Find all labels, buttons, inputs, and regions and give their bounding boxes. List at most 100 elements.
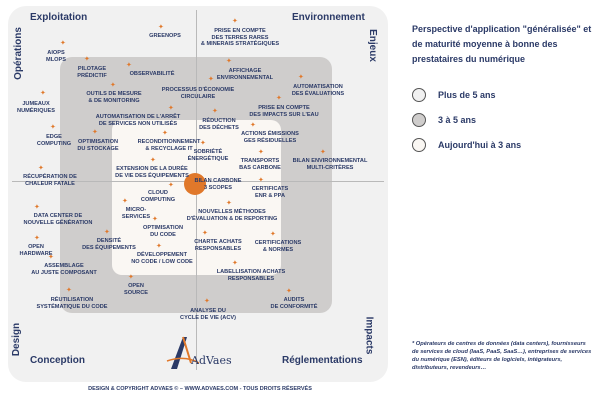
- legend-swatch: [412, 113, 426, 127]
- pin-icon: ✦: [232, 260, 238, 267]
- pin-icon: ✦: [60, 40, 66, 47]
- pin-icon: ✦: [232, 18, 238, 25]
- diagram-item: AUTOMATISATION DE L'ARRÊT DE SERVICES NO…: [95, 114, 181, 127]
- diagram-item: OBSERVABILITÉ: [129, 71, 175, 77]
- diagram-item: AUTOMATISATION DES ÉVALUATIONS: [291, 84, 345, 97]
- diagram-item: ACTIONS ÉMISSIONS GES RÉSIDUELLES: [241, 131, 299, 144]
- legend-entry: Aujourd'hui à 3 ans: [412, 137, 521, 153]
- diagram-item: LABELLISATION ACHATS RESPONSABLES: [216, 269, 286, 282]
- pin-icon: ✦: [212, 108, 218, 115]
- pin-icon: ✦: [84, 56, 90, 63]
- pin-icon: ✦: [66, 287, 72, 294]
- diagram-item: OPTIMISATION DU STOCKAGE: [77, 139, 119, 152]
- pin-icon: ✦: [40, 90, 46, 97]
- diagram-item: PROCESSUS D'ÉCONOMIE CIRCULAIRE: [161, 87, 235, 100]
- pin-icon: ✦: [126, 62, 132, 69]
- pin-icon: ✦: [48, 254, 54, 261]
- pin-icon: ✦: [270, 231, 276, 238]
- diagram-item: MICRO- SERVICES: [121, 207, 151, 220]
- diagram-item: DATA CENTER DE NOUVELLE GÉNÉRATION: [23, 213, 93, 226]
- pin-icon: ✦: [34, 204, 40, 211]
- legend-entry: Plus de 5 ans: [412, 87, 496, 103]
- advaes-logo: [166, 336, 200, 369]
- pin-icon: ✦: [226, 200, 232, 207]
- pin-icon: ✦: [110, 82, 116, 89]
- side-label-design: Design: [11, 322, 23, 357]
- pin-icon: ✦: [208, 76, 214, 83]
- pin-icon: ✦: [258, 149, 264, 156]
- quadrant-exploitation: Exploitation: [30, 12, 88, 23]
- pin-icon: ✦: [162, 130, 168, 137]
- diagram-item: PRISE EN COMPTE DES IMPACTS SUR L'EAU: [249, 105, 319, 118]
- pin-icon: ✦: [226, 58, 232, 65]
- side-label-operations: Opérations: [12, 27, 24, 80]
- diagram-item: OPEN HARDWARE: [19, 244, 53, 257]
- diagram-item: BILAN CARBONE 3 SCOPES: [194, 178, 242, 191]
- quadrant-environnement: Environnement: [292, 12, 365, 23]
- logo-text: AdVaes: [191, 354, 232, 367]
- legend-label: Aujourd'hui à 3 ans: [438, 140, 522, 150]
- pin-icon: ✦: [34, 235, 40, 242]
- diagram-item: TRANSPORTS BAS CARBONE: [239, 158, 281, 171]
- diagram-item: PILOTAGE PRÉDICTIF: [77, 66, 107, 79]
- diagram-item: CHARTE ACHATS RESPONSABLES: [194, 239, 242, 252]
- pin-icon: ✦: [38, 165, 44, 172]
- diagram-item: RÉDUCTION DES DÉCHETS: [199, 118, 239, 131]
- diagram-item: JUMEAUX NUMÉRIQUES: [17, 101, 55, 114]
- diagram-item: ANALYSE DU CYCLE DE VIE (ACV): [180, 308, 236, 321]
- diagram-item: RECONDITIONNEMENT & RECYCLAGE IT: [137, 139, 201, 152]
- pin-icon: ✦: [150, 157, 156, 164]
- legend-title: Perspective d'application "généralisée" …: [412, 24, 592, 64]
- diagram-item: OPTIMISATION DU CODE: [143, 225, 183, 238]
- pin-icon: ✦: [258, 177, 264, 184]
- pin-icon: ✦: [152, 216, 158, 223]
- pin-icon: ✦: [200, 140, 206, 147]
- side-label-enjeux: Enjeux: [366, 29, 378, 62]
- pin-icon: ✦: [298, 74, 304, 81]
- pin-icon: ✦: [156, 243, 162, 250]
- legend-swatch: [412, 88, 426, 102]
- diagram-item: AUDITS DE CONFORMITÉ: [270, 297, 318, 310]
- pin-icon: ✦: [158, 24, 164, 31]
- pin-icon: ✦: [128, 274, 134, 281]
- diagram-item: CLOUD COMPUTING: [140, 190, 176, 203]
- pin-icon: ✦: [320, 149, 326, 156]
- quadrant-conception: Conception: [30, 355, 85, 366]
- side-label-impacts: Impacts: [363, 316, 375, 355]
- pin-icon: ✦: [276, 95, 282, 102]
- pin-icon: ✦: [50, 124, 56, 131]
- legend-swatch: [412, 138, 426, 152]
- copyright-footer: DESIGN & COPYRIGHT ADVAES © – WWW.ADVAES…: [88, 386, 312, 392]
- pin-icon: ✦: [286, 288, 292, 295]
- quadrant-reglementations: Réglementations: [282, 355, 363, 366]
- pin-icon: ✦: [204, 298, 210, 305]
- footnote: * Opérateurs de centres de données (data…: [412, 341, 592, 371]
- pin-icon: ✦: [168, 105, 174, 112]
- diagram-item: EDGE COMPUTING: [36, 134, 72, 147]
- diagram-item: DENSITÉ DES ÉQUIPEMENTS: [82, 238, 136, 251]
- diagram-item: RÉUTILISATION SYSTÉMATIQUE DU CODE: [36, 297, 108, 310]
- pin-icon: ✦: [122, 198, 128, 205]
- legend-label: 3 à 5 ans: [438, 115, 477, 125]
- diagram-item: OPEN SOURCE: [124, 283, 148, 296]
- diagram-item: AIOPS MLOPS: [46, 50, 66, 63]
- diagram-item: CERTIFICATS ENR & PPA: [251, 186, 289, 199]
- diagram-item: RÉCUPÉRATION DE CHALEUR FATALE: [23, 174, 77, 187]
- pin-icon: ✦: [104, 229, 110, 236]
- diagram-item: AFFICHAGE ENVIRONNEMENTAL: [216, 68, 274, 81]
- center-marker: [184, 173, 206, 195]
- diagram-item: GREENOPS: [149, 33, 181, 39]
- diagram-item: DÉVELOPPEMENT NO CODE / LOW CODE: [131, 252, 193, 265]
- legend-entry: 3 à 5 ans: [412, 112, 476, 128]
- pin-icon: ✦: [168, 182, 174, 189]
- pin-icon: ✦: [202, 230, 208, 237]
- diagram-item: EXTENSION DE LA DURÉE DE VIE DES ÉQUIPEM…: [115, 166, 189, 179]
- pin-icon: ✦: [250, 122, 256, 129]
- diagram-item: OUTILS DE MESURE & DE MONITORING: [86, 91, 142, 104]
- diagram-item: CERTIFICATIONS & NORMES: [254, 240, 302, 253]
- diagram-item: ASSEMBLAGE AU JUSTE COMPOSANT: [31, 263, 97, 276]
- diagram-item: BILAN ENVIRONNEMENTAL MULTI-CRITÈRES: [292, 158, 368, 171]
- diagram-item: SOBRIÉTÉ ÉNERGÉTIQUE: [187, 149, 229, 162]
- diagram-item: PRISE EN COMPTE DES TERRES RARES & MINER…: [200, 28, 280, 48]
- diagram-item: NOUVELLES MÉTHODES D'ÉVALUATION & DE REP…: [186, 209, 278, 222]
